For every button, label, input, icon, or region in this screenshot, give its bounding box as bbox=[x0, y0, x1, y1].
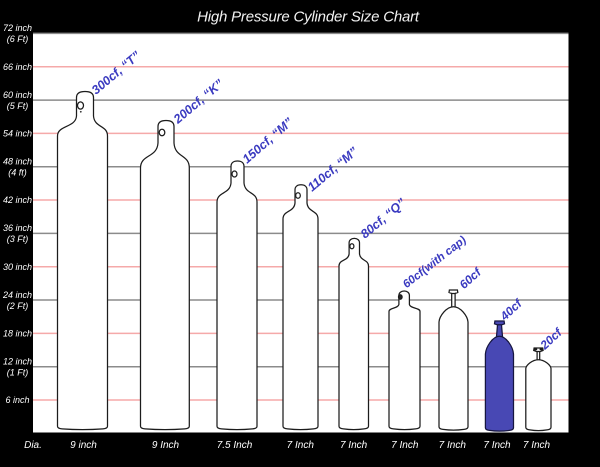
svg-text:18 inch: 18 inch bbox=[3, 329, 32, 339]
svg-text:(6 Ft): (6 Ft) bbox=[7, 34, 29, 44]
svg-text:66 inch: 66 inch bbox=[3, 62, 32, 72]
svg-text:High Pressure Cylinder Size Ch: High Pressure Cylinder Size Chart bbox=[197, 9, 420, 26]
svg-text:42 inch: 42 inch bbox=[3, 195, 32, 205]
svg-text:30 inch: 30 inch bbox=[3, 262, 32, 272]
svg-text:(4 ft): (4 ft) bbox=[8, 168, 27, 178]
svg-text:7.5 Inch: 7.5 Inch bbox=[217, 440, 253, 451]
svg-text:7 Inch: 7 Inch bbox=[391, 440, 419, 451]
svg-text:9 Inch: 9 Inch bbox=[152, 440, 180, 451]
svg-text:7 Inch: 7 Inch bbox=[483, 440, 511, 451]
svg-text:Dia.: Dia. bbox=[24, 440, 42, 451]
svg-text:48 inch: 48 inch bbox=[3, 157, 32, 167]
svg-text:72 inch: 72 inch bbox=[3, 23, 32, 33]
svg-text:7 Inch: 7 Inch bbox=[439, 440, 467, 451]
svg-text:7 Inch: 7 Inch bbox=[287, 440, 315, 451]
svg-text:60 inch: 60 inch bbox=[3, 90, 32, 100]
svg-text:24 inch: 24 inch bbox=[2, 290, 32, 300]
svg-text:(5 Ft): (5 Ft) bbox=[7, 101, 29, 111]
svg-text:(3 Ft): (3 Ft) bbox=[7, 234, 29, 244]
svg-text:54 inch: 54 inch bbox=[3, 129, 32, 139]
svg-text:(2 Ft): (2 Ft) bbox=[7, 301, 29, 311]
svg-text:9 inch: 9 inch bbox=[70, 440, 97, 451]
svg-text:7 Inch: 7 Inch bbox=[340, 440, 368, 451]
svg-text:12 inch: 12 inch bbox=[3, 357, 32, 367]
svg-text:6 inch: 6 inch bbox=[5, 395, 29, 405]
svg-text:7 Inch: 7 Inch bbox=[523, 440, 551, 451]
svg-text:36 inch: 36 inch bbox=[3, 223, 32, 233]
svg-text:(1 Ft): (1 Ft) bbox=[7, 368, 29, 378]
